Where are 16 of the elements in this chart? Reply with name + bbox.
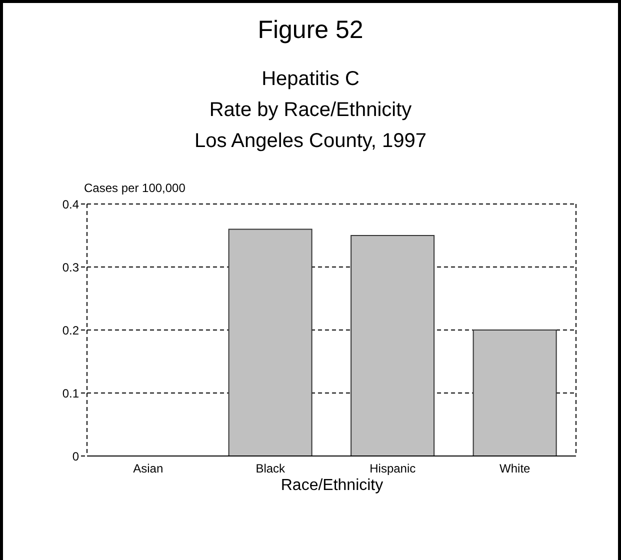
y-tick-label: 0.3 xyxy=(62,260,80,274)
y-axis-title: Cases per 100,000 xyxy=(84,181,186,195)
chart-subtitle: Hepatitis C Rate by Race/Ethnicity Los Angeles County, 1997 xyxy=(193,67,428,154)
y-tick-label: 0.1 xyxy=(62,386,80,400)
bar xyxy=(350,235,435,456)
chart-title: Figure 52 xyxy=(256,16,364,45)
x-tick-label: Black xyxy=(256,462,286,476)
bar xyxy=(228,228,312,456)
y-tick-label: 0.2 xyxy=(62,323,80,338)
x-tick-label: Asian xyxy=(133,462,164,476)
x-tick-label: White xyxy=(500,462,531,476)
x-axis-title: Race/Ethnicity xyxy=(280,477,384,495)
y-tick-label: 0 xyxy=(72,449,80,464)
x-tick-label: Hispanic xyxy=(370,462,416,476)
y-tick-label: 0.4 xyxy=(62,197,80,212)
bar xyxy=(472,330,557,456)
